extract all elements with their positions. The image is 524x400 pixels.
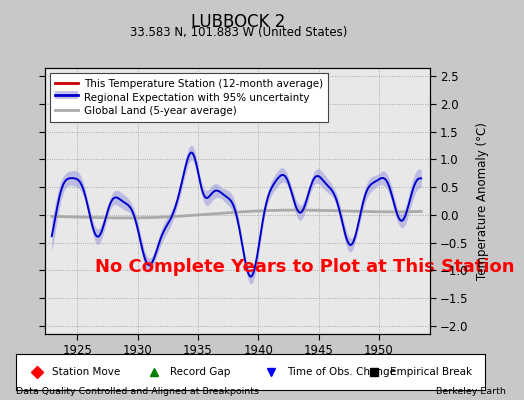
Text: Data Quality Controlled and Aligned at Breakpoints: Data Quality Controlled and Aligned at B… (16, 387, 259, 396)
Text: No Complete Years to Plot at This Station: No Complete Years to Plot at This Statio… (95, 258, 514, 276)
Legend: This Temperature Station (12-month average), Regional Expectation with 95% uncer: This Temperature Station (12-month avera… (50, 73, 329, 122)
Text: Station Move: Station Move (52, 367, 121, 377)
Text: LUBBOCK 2: LUBBOCK 2 (191, 13, 286, 31)
Text: Record Gap: Record Gap (170, 367, 230, 377)
Text: Berkeley Earth: Berkeley Earth (436, 387, 506, 396)
Text: Empirical Break: Empirical Break (390, 367, 472, 377)
Text: Time of Obs. Change: Time of Obs. Change (287, 367, 396, 377)
Y-axis label: Temperature Anomaly (°C): Temperature Anomaly (°C) (476, 122, 488, 280)
Text: 33.583 N, 101.883 W (United States): 33.583 N, 101.883 W (United States) (130, 26, 347, 39)
